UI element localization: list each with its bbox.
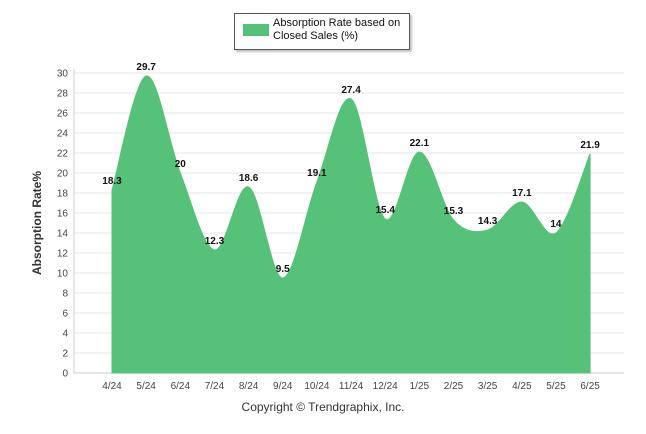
y-tick-label: 6	[62, 309, 68, 320]
y-tick-label: 20	[57, 169, 69, 180]
y-tick-label: 16	[57, 209, 69, 220]
data-label: 19.1	[307, 168, 327, 179]
y-tick-label: 10	[57, 269, 69, 280]
y-tick-label: 14	[57, 229, 69, 240]
data-label: 14.3	[478, 216, 498, 227]
x-axis-ticks: 4/24 5/24 6/24 7/24 8/24 9/24 10/24 11/24 12/24 1…	[102, 381, 600, 392]
y-tick-label: 12	[57, 249, 69, 260]
x-tick-label: 7/24	[205, 381, 225, 392]
legend-swatch	[243, 24, 269, 36]
y-axis-label: Absorption Rate%	[30, 171, 44, 275]
legend-label: Absorption Rate based on Closed Sales (%…	[273, 17, 401, 42]
data-label: 17.1	[512, 188, 532, 199]
x-tick-label: 8/24	[239, 381, 259, 392]
area-series	[111, 75, 591, 374]
y-tick-label: 4	[62, 329, 68, 340]
x-tick-label: 9/24	[273, 381, 293, 392]
y-tick-label: 0	[62, 369, 68, 380]
y-tick-label: 8	[62, 289, 68, 300]
data-label: 29.7	[136, 62, 156, 73]
y-tick-label: 24	[57, 129, 69, 140]
x-tick-label: 11/24	[339, 381, 364, 392]
x-tick-label: 6/24	[171, 381, 191, 392]
data-label: 20	[175, 159, 187, 170]
data-label: 21.9	[580, 140, 600, 151]
legend[interactable]: Absorption Rate based on Closed Sales (%…	[234, 13, 410, 50]
x-tick-label: 2/25	[444, 381, 464, 392]
x-tick-label: 1/25	[410, 381, 430, 392]
x-tick-label: 3/25	[478, 381, 498, 392]
x-tick-label: 5/25	[546, 381, 566, 392]
data-label: 27.4	[341, 85, 361, 96]
y-tick-label: 22	[57, 149, 69, 160]
y-tick-label: 2	[62, 349, 68, 360]
data-label: 15.4	[375, 205, 395, 216]
data-label: 18.3	[102, 176, 122, 187]
y-tick-label: 30	[57, 69, 69, 80]
data-label: 14	[550, 219, 562, 230]
x-tick-label: 4/25	[512, 381, 532, 392]
data-label: 15.3	[444, 206, 464, 217]
data-label: 18.6	[239, 173, 259, 184]
x-tick-label: 12/24	[373, 381, 398, 392]
data-labels: 18.3 29.7 20 12.3 18.6 9.5 19.1 27.4 15.4 22.1 15.…	[102, 62, 600, 275]
data-label: 22.1	[410, 138, 430, 149]
y-tick-label: 18	[57, 189, 69, 200]
y-tick-label: 26	[57, 109, 69, 120]
x-tick-label: 6/25	[580, 381, 600, 392]
copyright-credit: Copyright © Trendgraphix, Inc.	[241, 400, 405, 414]
x-tick-label: 4/24	[102, 381, 122, 392]
data-label: 9.5	[276, 264, 290, 275]
data-label: 12.3	[205, 236, 225, 247]
y-tick-label: 28	[57, 89, 69, 100]
x-tick-label: 10/24	[304, 381, 329, 392]
x-tick-label: 5/24	[136, 381, 156, 392]
